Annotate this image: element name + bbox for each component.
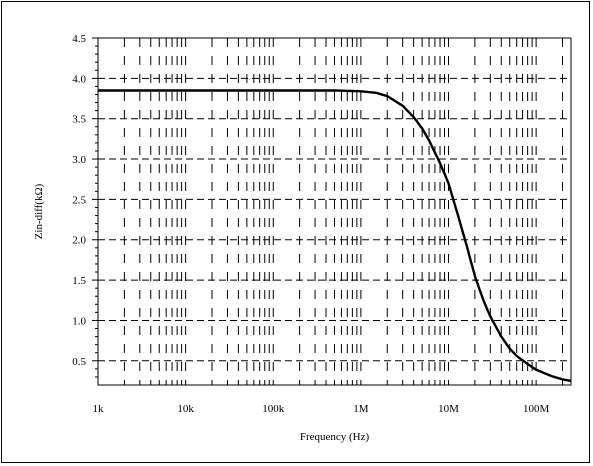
y-tick-label: 2.5 xyxy=(72,194,86,206)
y-tick-label: 0.5 xyxy=(72,356,86,368)
y-tick-label: 3.0 xyxy=(72,154,86,166)
x-tick-label: 10k xyxy=(177,403,194,415)
x-tick-label: 1k xyxy=(93,403,105,415)
y-tick-label: 4.0 xyxy=(72,73,86,85)
grid xyxy=(98,38,571,385)
y-tick-label: 1.0 xyxy=(72,315,86,327)
x-axis-label: Frequency (Hz) xyxy=(300,431,370,443)
y-tick-label: 2.0 xyxy=(72,235,86,247)
plot-area xyxy=(97,37,572,386)
y-tick-label: 1.5 xyxy=(72,275,86,287)
y-tick-label: 3.5 xyxy=(72,114,86,126)
axis-ticks xyxy=(92,37,98,378)
x-tick-label: 100M xyxy=(523,403,550,415)
y-tick-label: 4.5 xyxy=(72,33,86,45)
x-tick-label: 10M xyxy=(438,403,459,415)
x-tick-label: 100k xyxy=(262,403,285,415)
y-axis-label: Zin-diff(kΩ) xyxy=(33,183,45,239)
x-tick-label: 1M xyxy=(353,403,369,415)
series-line xyxy=(98,89,572,383)
tick-labels: 0.5 1.0 1.5 2.0 2.5 3.0 3.5 4.0 4.5 1k 10k 100k 1M 10… xyxy=(72,33,549,415)
